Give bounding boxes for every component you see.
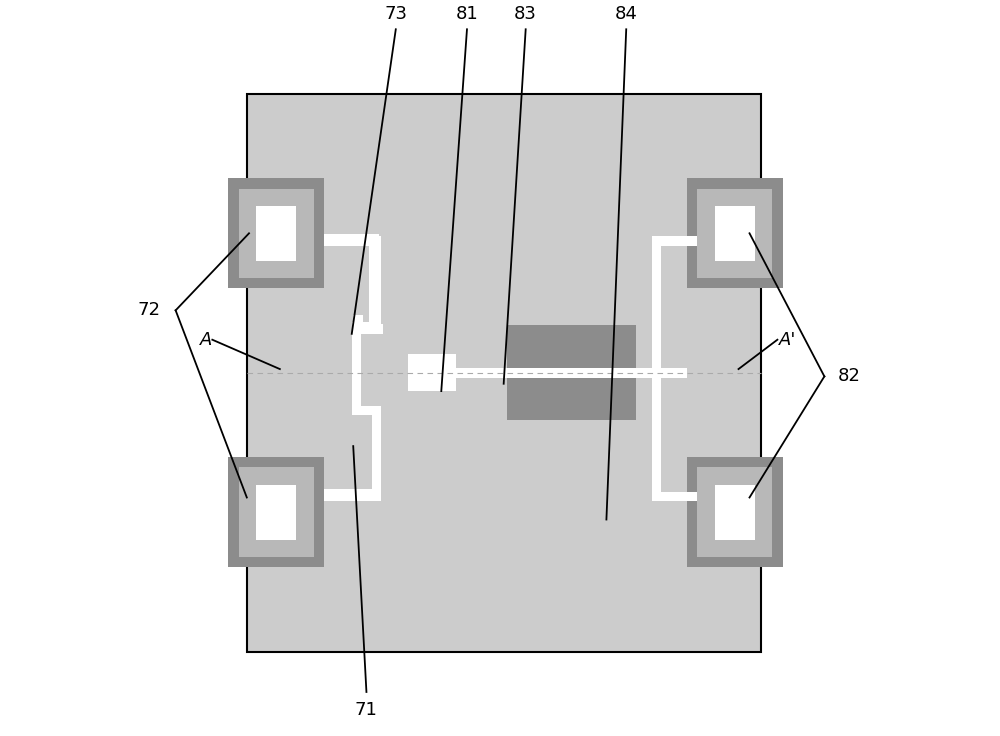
Bar: [697, 188, 772, 278]
Bar: [353, 325, 383, 334]
Bar: [352, 332, 361, 378]
Bar: [637, 368, 652, 378]
Bar: [652, 378, 661, 501]
Bar: [256, 484, 296, 539]
Bar: [456, 368, 504, 378]
Bar: [353, 316, 363, 334]
Bar: [352, 378, 361, 406]
Bar: [715, 206, 755, 261]
Bar: [247, 94, 761, 651]
Bar: [239, 467, 314, 557]
Bar: [324, 236, 381, 246]
Bar: [324, 492, 381, 501]
Bar: [372, 236, 381, 332]
Text: 81: 81: [456, 4, 478, 23]
Bar: [715, 484, 755, 539]
Bar: [256, 206, 296, 261]
Bar: [652, 236, 697, 246]
Bar: [352, 406, 381, 415]
Text: 73: 73: [384, 4, 407, 23]
Bar: [652, 368, 687, 378]
Bar: [228, 457, 324, 567]
Bar: [372, 489, 381, 498]
Text: 72: 72: [138, 301, 161, 319]
Text: A: A: [200, 330, 212, 349]
Text: 82: 82: [838, 367, 860, 386]
Bar: [504, 368, 639, 378]
Bar: [372, 415, 381, 501]
Text: A': A': [779, 330, 796, 349]
Bar: [687, 178, 783, 289]
Bar: [352, 322, 381, 332]
Bar: [369, 234, 379, 325]
Bar: [324, 234, 379, 244]
Text: 84: 84: [615, 4, 638, 23]
Bar: [652, 246, 661, 368]
Bar: [652, 492, 697, 501]
Bar: [324, 489, 381, 498]
Bar: [687, 457, 783, 567]
Bar: [239, 188, 314, 278]
Bar: [228, 178, 324, 289]
Bar: [697, 467, 772, 557]
Bar: [507, 325, 636, 420]
Text: 71: 71: [355, 701, 378, 719]
Bar: [408, 355, 456, 391]
Text: 83: 83: [514, 4, 537, 23]
